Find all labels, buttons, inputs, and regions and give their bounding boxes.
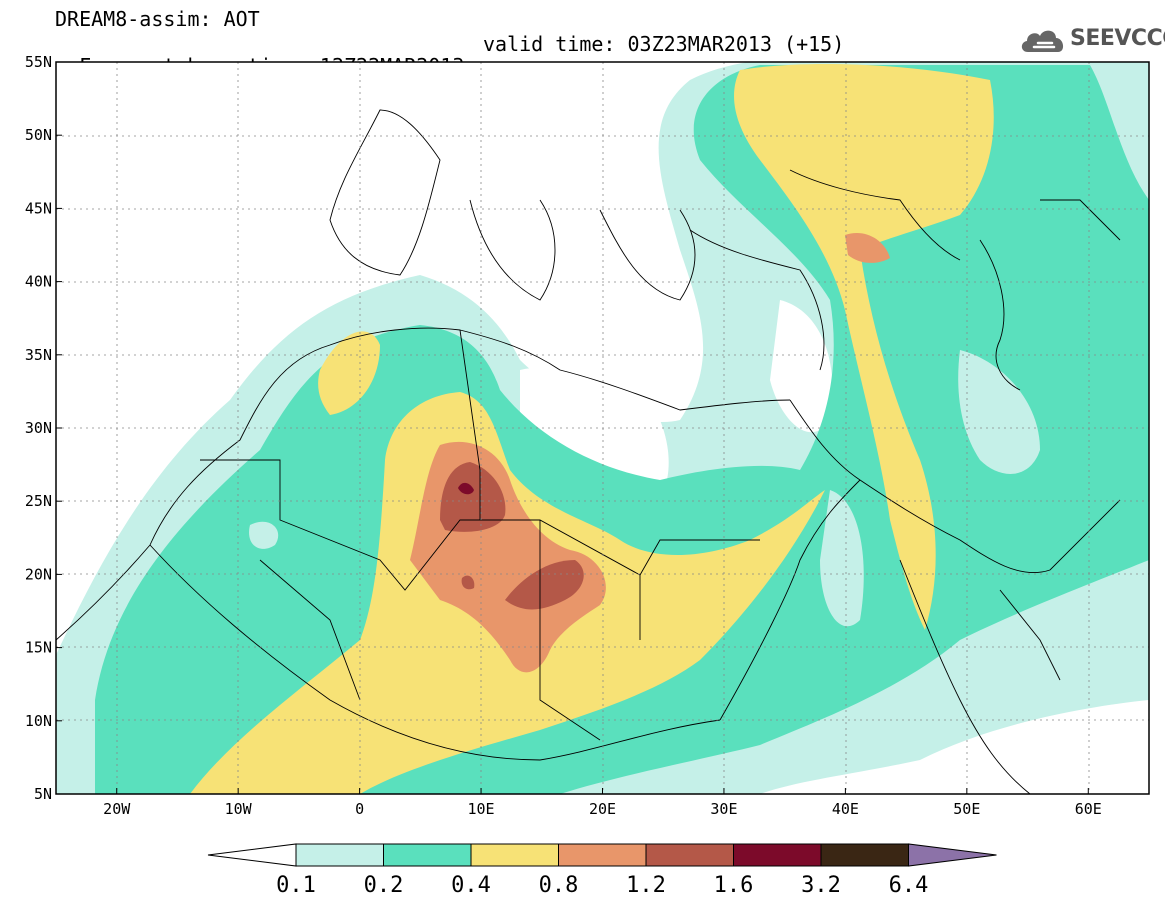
lat-tick-label: 30N <box>25 419 52 437</box>
lat-axis: 55N 50N 45N 40N 35N 30N 25N 20N 15N 10N 5N <box>25 53 62 803</box>
lon-axis: 20W 10W 0 10E 20E 30E 40E 50E 60E <box>103 788 1102 818</box>
colorbar-box <box>558 843 647 867</box>
lon-tick-label: 20W <box>103 800 131 818</box>
colorbar-label: 6.4 <box>889 873 929 898</box>
lat-tick-label: 25N <box>25 492 52 510</box>
seevccc-logo: SEEVCCC <box>1018 22 1165 58</box>
colorbar-label: 0.4 <box>451 873 491 898</box>
colorbar-label: 0.2 <box>364 873 404 898</box>
colorbar-box <box>820 843 909 867</box>
colorbar-box <box>645 843 734 867</box>
title-line-1: DREAM8-assim: AOT <box>55 7 260 31</box>
cloud-icon <box>1021 30 1064 52</box>
lon-tick-label: 50E <box>953 800 980 818</box>
lat-tick-label: 45N <box>25 199 52 217</box>
colorbar-label: 3.2 <box>801 873 841 898</box>
colorbar-label: 0.8 <box>539 873 579 898</box>
valid-time: valid time: 03Z23MAR2013 (+15) <box>483 32 845 56</box>
aot-band-0.2 <box>95 65 1149 794</box>
lon-tick-label: 60E <box>1075 800 1102 818</box>
colorbar-label: 0.1 <box>276 873 316 898</box>
colorbar-box <box>383 843 472 867</box>
lat-tick-label: 50N <box>25 126 52 144</box>
lat-tick-label: 35N <box>25 346 52 364</box>
lat-tick-label: 20N <box>25 565 52 583</box>
colorbar-low-extend <box>207 843 297 867</box>
lon-tick-label: 30E <box>710 800 737 818</box>
colorbar-label: 1.6 <box>714 873 754 898</box>
lon-tick-label: 0 <box>355 800 364 818</box>
lon-tick-label: 40E <box>832 800 859 818</box>
lat-tick-label: 40N <box>25 273 52 291</box>
lat-tick-label: 55N <box>25 53 52 71</box>
lat-tick-label: 5N <box>34 785 52 803</box>
logo-text: SEEVCCC <box>1070 26 1165 51</box>
lat-tick-label: 15N <box>25 639 52 657</box>
graticule <box>56 62 1149 794</box>
aot-band-1.2 <box>440 462 506 532</box>
colorbar-box <box>295 843 384 867</box>
colorbar-high-extend <box>908 843 997 867</box>
aot-band-1.6 <box>458 482 474 495</box>
coastlines <box>56 109 1121 794</box>
lat-tick-label: 10N <box>25 712 52 730</box>
lon-tick-label: 20E <box>589 800 616 818</box>
lon-tick-label: 10W <box>225 800 253 818</box>
colorbar-label: 1.2 <box>626 873 666 898</box>
colorbar-box <box>470 843 559 867</box>
lon-tick-label: 10E <box>468 800 495 818</box>
colorbar-box <box>733 843 822 867</box>
